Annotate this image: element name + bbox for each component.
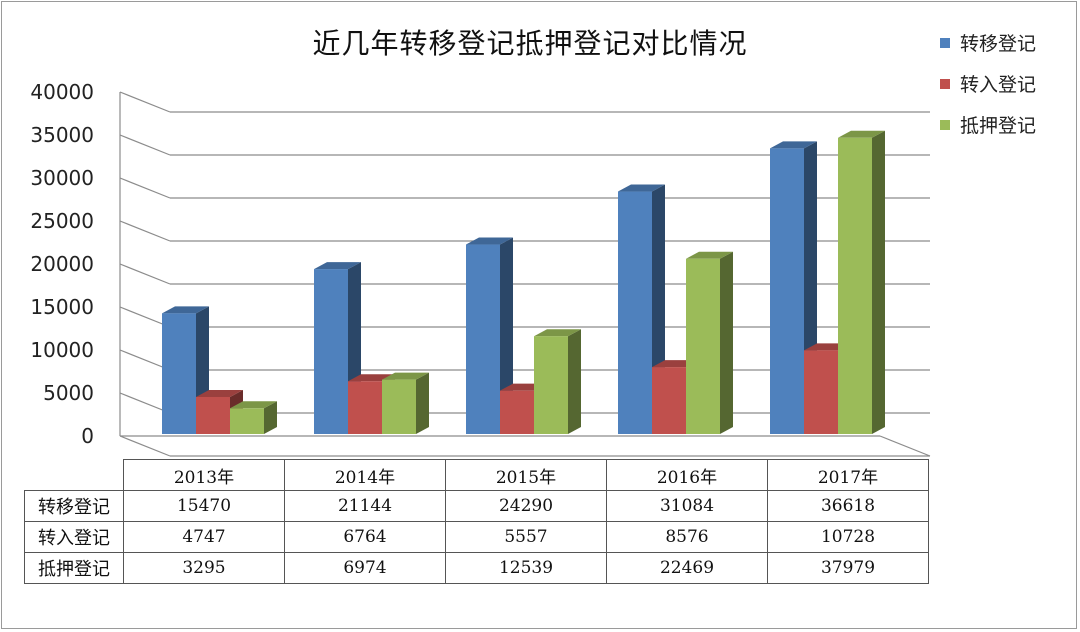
legend-swatch [940, 78, 950, 89]
chart-legend: 转移登记 转入登记 抵押登记 [940, 22, 1036, 145]
bar [314, 269, 348, 434]
bar [230, 408, 264, 434]
data-table: 2013年 2014年 2015年 2016年 2017年 转移登记 15470… [24, 459, 929, 584]
bar [770, 148, 804, 435]
y-tick-label: 35000 [30, 123, 94, 147]
side-gridline [119, 435, 171, 457]
side-gridline [119, 91, 171, 113]
bar-side [264, 401, 277, 434]
bar-side [500, 237, 513, 434]
side-gridline [119, 306, 171, 328]
bar-top [466, 237, 513, 245]
bar-top [314, 262, 361, 270]
bar-top [686, 251, 733, 259]
legend-label: 转移登记 [960, 33, 1037, 55]
table-cell: 37979 [767, 552, 929, 584]
bar-side [416, 372, 429, 434]
y-tick-label: 5000 [43, 381, 94, 405]
table-cell: 5557 [445, 521, 607, 553]
table-cell: 15470 [123, 490, 285, 522]
table-cell: 31084 [606, 490, 768, 522]
y-tick-label: 20000 [30, 252, 94, 276]
legend-item-transfer: 转移登记 [940, 22, 1036, 63]
y-tick-label: 40000 [30, 80, 94, 104]
table-header-row: 2013年 2014年 2015年 2016年 2017年 [24, 459, 929, 491]
legend-label: 转入登记 [960, 74, 1037, 96]
legend-item-transfer-in: 转入登记 [940, 63, 1036, 104]
bar [382, 379, 416, 434]
y-tick-label: 15000 [30, 295, 94, 319]
table-cell: 3295 [123, 552, 285, 584]
bar-top [618, 184, 665, 192]
side-gridline [119, 220, 171, 242]
y-tick-label: 10000 [30, 338, 94, 362]
bar-top [162, 306, 209, 314]
bar [534, 336, 568, 434]
table-cell: 22469 [606, 552, 768, 584]
table-corner [24, 459, 124, 491]
bar [838, 137, 872, 434]
table-cell: 6764 [284, 521, 446, 553]
bar-side [720, 251, 733, 434]
table-row-label: 转入登记 [24, 521, 124, 553]
bar [466, 244, 500, 434]
bar-top [534, 329, 581, 337]
side-gridline [119, 134, 171, 156]
floor-right-edge [879, 435, 931, 457]
table-header-cell: 2014年 [284, 459, 446, 491]
table-cell: 24290 [445, 490, 607, 522]
bar-top [230, 401, 277, 409]
y-tick-label: 0 [81, 424, 94, 448]
table-cell: 21144 [284, 490, 446, 522]
bar-top [196, 389, 243, 397]
table-cell: 4747 [123, 521, 285, 553]
bar [348, 381, 382, 434]
bar-top [382, 372, 429, 380]
legend-swatch [940, 37, 950, 48]
y-tick-label: 30000 [30, 166, 94, 190]
bar [618, 191, 652, 434]
table-row: 抵押登记 3295 6974 12539 22469 37979 [24, 552, 929, 584]
bar [500, 390, 534, 434]
side-gridline [119, 177, 171, 199]
bar [804, 350, 838, 434]
table-row-label: 抵押登记 [24, 552, 124, 584]
legend-item-mortgage: 抵押登记 [940, 104, 1036, 145]
table-header-cell: 2016年 [606, 459, 768, 491]
y-tick-label: 25000 [30, 209, 94, 233]
side-gridline [119, 392, 171, 414]
table-cell: 36618 [767, 490, 929, 522]
bar [686, 258, 720, 434]
legend-swatch [940, 119, 950, 130]
chart-title: 近几年转移登记抵押登记对比情况 [312, 27, 748, 60]
legend-label: 抵押登记 [960, 115, 1037, 137]
side-gridline [119, 349, 171, 371]
table-header-cell: 2017年 [767, 459, 929, 491]
bar-side [872, 130, 885, 434]
bar [196, 396, 230, 434]
table-cell: 8576 [606, 521, 768, 553]
table-row: 转移登记 15470 21144 24290 31084 36618 [24, 490, 929, 522]
bar [652, 367, 686, 434]
bar-side [568, 329, 581, 434]
bar-top [838, 130, 885, 138]
table-row: 转入登记 4747 6764 5557 8576 10728 [24, 521, 929, 553]
table-cell: 6974 [284, 552, 446, 584]
bar [162, 313, 196, 434]
table-header-cell: 2015年 [445, 459, 607, 491]
table-cell: 12539 [445, 552, 607, 584]
bar-top [770, 141, 817, 149]
table-header-cell: 2013年 [123, 459, 285, 491]
table-row-label: 转移登记 [24, 490, 124, 522]
table-cell: 10728 [767, 521, 929, 553]
side-gridline [119, 263, 171, 285]
